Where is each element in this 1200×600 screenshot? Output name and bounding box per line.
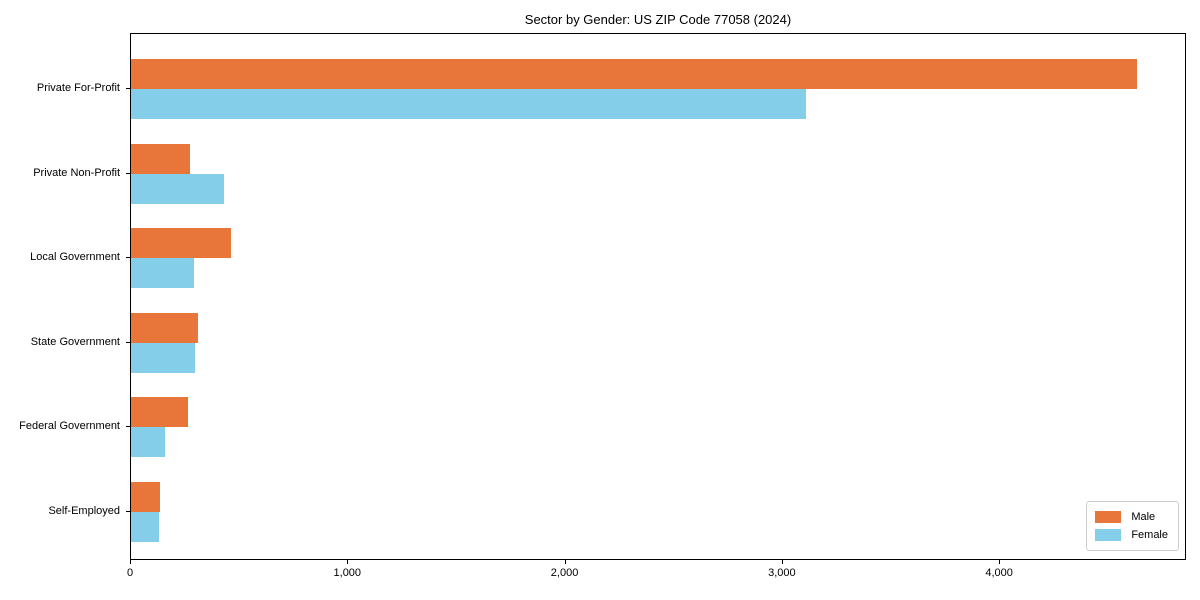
female-bar-local-government — [131, 258, 194, 288]
y-axis-label: Private Non-Profit — [33, 166, 120, 179]
x-tick-mark — [564, 560, 566, 564]
y-axis-label: Local Government — [30, 251, 120, 263]
legend-label-female: Female — [1131, 529, 1168, 541]
male-bar-local-government — [131, 228, 231, 258]
female-bar-private-non-profit — [131, 173, 224, 204]
chart-title: Sector by Gender: US ZIP Code 77058 (202… — [524, 12, 792, 27]
plot-area: Male Female — [130, 33, 1186, 560]
male-bar-federal-government — [131, 397, 188, 427]
legend-entry-male: Male — [1095, 508, 1168, 526]
y-axis-label: State Government — [30, 335, 120, 348]
y-axis-label: Federal Government — [19, 420, 120, 432]
male-swatch-icon — [1095, 511, 1122, 523]
x-tick-mark — [999, 560, 1001, 564]
x-tick-mark — [781, 560, 783, 564]
y-tick-mark — [126, 88, 130, 89]
x-tick-label: 1,000 — [333, 567, 362, 579]
legend-label-male: Male — [1131, 511, 1156, 523]
female-bar-private-for-profit — [131, 89, 806, 119]
y-tick-mark — [126, 341, 130, 343]
male-bar-state-government — [131, 312, 198, 343]
x-tick-mark — [130, 560, 131, 564]
y-tick-mark — [126, 426, 130, 427]
x-tick-mark — [347, 560, 349, 564]
y-axis-label: Self-Employed — [48, 504, 120, 517]
male-bar-private-for-profit — [131, 59, 1137, 89]
female-swatch-icon — [1095, 529, 1122, 541]
legend-entry-female: Female — [1095, 526, 1168, 544]
male-bar-self-employed — [131, 481, 160, 512]
y-axis-label: Private For-Profit — [36, 82, 120, 94]
female-bar-state-government — [131, 342, 195, 373]
legend: Male Female — [1086, 501, 1179, 551]
female-bar-federal-government — [131, 427, 165, 457]
x-tick-label: 4,000 — [985, 567, 1013, 579]
x-tick-label: 3,000 — [768, 567, 796, 579]
y-tick-mark — [126, 510, 130, 512]
x-tick-label: 0 — [126, 567, 134, 579]
male-bar-private-non-profit — [131, 143, 190, 174]
y-tick-mark — [126, 172, 130, 174]
x-tick-label: 2,000 — [550, 567, 579, 579]
female-bar-self-employed — [131, 511, 159, 542]
y-tick-mark — [126, 257, 130, 258]
